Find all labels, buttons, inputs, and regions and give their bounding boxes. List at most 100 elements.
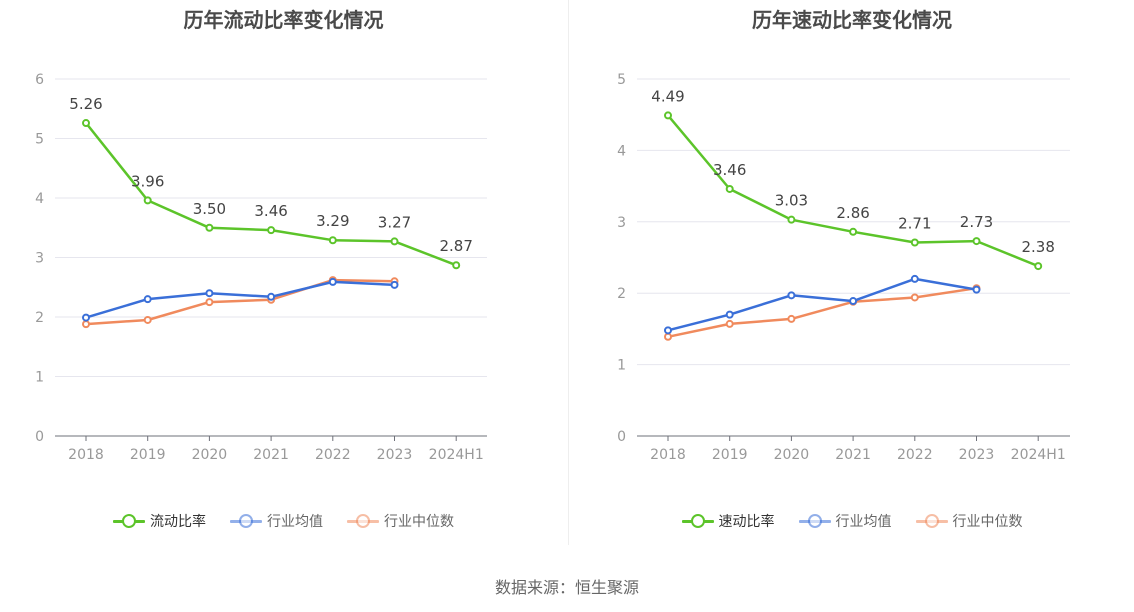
legend-item[interactable]: 流动比率 — [113, 511, 206, 531]
data-point — [328, 277, 337, 286]
data-point — [143, 315, 152, 324]
data-point — [664, 332, 672, 341]
legend-label: 行业均值 — [835, 514, 892, 530]
chart-legend: 流动比率 行业均值 行业中位数 — [0, 511, 567, 531]
legend-item[interactable]: 行业均值 — [230, 511, 323, 531]
x-tick-label: 2018 — [68, 447, 104, 463]
data-label: 3.50 — [193, 200, 226, 218]
x-tick-label: 2024H1 — [429, 447, 484, 463]
chart-title: 历年速动比率变化情况 — [752, 8, 952, 32]
y-tick-label: 0 — [35, 429, 44, 445]
x-tick-label: 2024H1 — [1011, 447, 1066, 463]
data-point — [787, 314, 796, 323]
legend-swatch-icon — [798, 514, 831, 528]
data-point — [910, 293, 919, 302]
x-tick-label: 2019 — [130, 447, 166, 463]
data-point — [972, 237, 981, 246]
series-line — [85, 280, 395, 319]
data-point — [267, 292, 276, 301]
data-point — [972, 285, 981, 294]
data-label: 2.87 — [439, 237, 472, 255]
data-label: 3.03 — [775, 192, 808, 210]
data-point — [725, 310, 734, 319]
legend-label: 流动比率 — [150, 514, 206, 530]
data-point — [82, 119, 90, 128]
x-tick-label: 2019 — [712, 447, 748, 463]
data-label: 2.71 — [898, 215, 931, 233]
data-point — [390, 237, 399, 246]
chart-legend: 速动比率 行业均值 行业中位数 — [570, 511, 1134, 531]
legend-swatch-icon — [113, 514, 145, 528]
data-point — [787, 215, 796, 224]
data-point — [849, 297, 858, 306]
legend-swatch-icon — [230, 514, 262, 528]
quick-ratio-chart: 0 1 2 3 4 5 2018 2019 2020 2021 2022 2023 2024H1 4.49… — [617, 72, 1070, 463]
y-tick-label: 1 — [617, 358, 626, 374]
legend-swatch-icon — [681, 514, 714, 528]
x-tick-label: 2022 — [315, 447, 351, 463]
x-tick-label: 2020 — [774, 447, 810, 463]
data-point — [849, 227, 858, 236]
data-point — [1034, 262, 1043, 271]
legend-item[interactable]: 速动比率 — [681, 511, 775, 531]
data-point — [664, 326, 672, 335]
data-point — [452, 261, 461, 270]
data-point — [910, 238, 919, 247]
data-label: 3.96 — [131, 172, 164, 190]
legend-swatch-icon — [347, 514, 379, 528]
chart-title: 历年流动比率变化情况 — [183, 8, 384, 32]
legend-item[interactable]: 行业中位数 — [915, 511, 1023, 531]
y-tick-label: 4 — [35, 191, 44, 207]
y-tick-label: 0 — [617, 429, 626, 445]
quick-ratio-chart-panel: 历年速动比率变化情况 0 1 2 3 4 5 2018 2019 2020 2021 2022 202… — [570, 0, 1134, 545]
x-tick-label: 2023 — [959, 447, 995, 463]
x-tick-label: 2020 — [192, 447, 228, 463]
x-tick-label: 2018 — [650, 447, 686, 463]
series-line — [85, 278, 395, 326]
y-tick-label: 2 — [35, 310, 44, 326]
data-point — [725, 184, 734, 193]
series-line — [85, 122, 457, 267]
data-label: 2.73 — [960, 213, 993, 231]
data-label: 5.26 — [69, 95, 102, 113]
data-point — [787, 291, 796, 300]
series-line — [667, 286, 977, 339]
data-point — [390, 280, 399, 289]
x-tick-label: 2022 — [897, 447, 933, 463]
data-point — [328, 236, 337, 245]
legend-item[interactable]: 行业中位数 — [347, 511, 454, 531]
legend-swatch-icon — [915, 514, 948, 528]
legend-label: 行业均值 — [267, 514, 323, 530]
y-tick-label: 3 — [35, 251, 44, 267]
y-tick-label: 2 — [617, 286, 626, 302]
current-ratio-chart: 0 1 2 3 4 5 6 2018 2019 2020 2021 2022 2023 2024H1 5.2… — [35, 72, 487, 463]
y-tick-label: 3 — [617, 215, 626, 231]
data-point — [267, 226, 276, 235]
y-tick-label: 4 — [617, 143, 626, 159]
series-line — [667, 114, 1039, 268]
legend-label: 行业中位数 — [952, 514, 1023, 530]
legend-item[interactable]: 行业均值 — [798, 511, 892, 531]
data-label: 3.46 — [254, 202, 287, 220]
data-point — [82, 313, 90, 322]
y-tick-label: 6 — [35, 72, 44, 88]
data-label: 3.27 — [378, 213, 411, 231]
data-label: 4.49 — [651, 87, 684, 105]
data-label: 3.46 — [713, 161, 746, 179]
data-point — [725, 319, 734, 328]
data-point — [205, 298, 214, 307]
data-point — [664, 111, 672, 120]
y-tick-label: 1 — [35, 370, 44, 386]
y-tick-label: 5 — [35, 132, 44, 148]
data-point — [143, 196, 152, 205]
panel-divider — [568, 0, 569, 545]
data-point — [82, 320, 90, 329]
legend-label: 行业中位数 — [384, 514, 454, 530]
data-point — [205, 223, 214, 232]
x-tick-label: 2021 — [835, 447, 871, 463]
data-point — [143, 295, 152, 304]
data-source-note: 数据来源：恒生聚源 — [494, 578, 639, 597]
current-ratio-chart-panel: 历年流动比率变化情况 0 1 2 3 4 5 6 2018 2019 2020 2021 2022 20… — [0, 0, 567, 545]
data-label: 2.86 — [836, 204, 869, 222]
data-point — [910, 274, 919, 283]
